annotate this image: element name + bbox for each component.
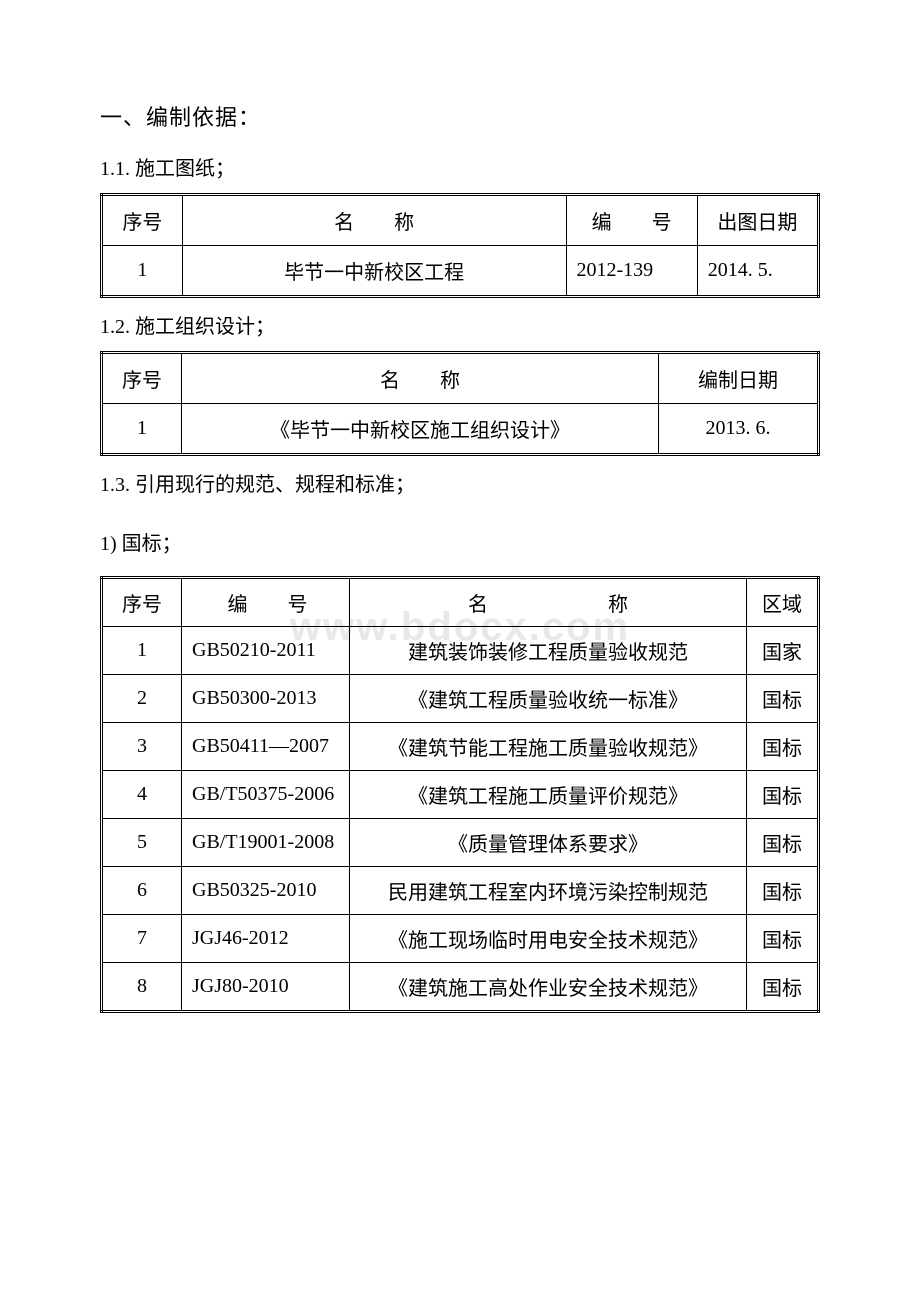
table-row: 5 GB/T19001-2008 《质量管理体系要求》 国标: [102, 819, 819, 867]
th-date: 编制日期: [659, 353, 819, 404]
cell-region: 国家: [747, 627, 819, 675]
cell-code: GB50411—2007: [182, 723, 350, 771]
table-row: 6 GB50325-2010 民用建筑工程室内环境污染控制规范 国标: [102, 867, 819, 915]
table-row: 3 GB50411—2007 《建筑节能工程施工质量验收规范》 国标: [102, 723, 819, 771]
section-1-3: 1.3. 引用现行的规范、规程和标准；: [100, 468, 820, 497]
table-row: 1 GB50210-2011 建筑装饰装修工程质量验收规范 国家: [102, 627, 819, 675]
th-date: 出图日期: [697, 195, 818, 246]
cell-code: GB50325-2010: [182, 867, 350, 915]
section-1-1: 1.1. 施工图纸；: [100, 152, 820, 181]
cell-date: 2014. 5.: [697, 246, 818, 297]
th-name: 名 称: [182, 353, 659, 404]
table-drawings: 序号 名 称 编 号 出图日期 1 毕节一中新校区工程 2012-139 201…: [100, 193, 820, 298]
cell-name: 《建筑工程质量验收统一标准》: [350, 675, 747, 723]
cell-code: GB50210-2011: [182, 627, 350, 675]
th-region: 区域: [747, 578, 819, 627]
th-code: 编 号: [182, 578, 350, 627]
document-content: 一、编制依据： 1.1. 施工图纸； 序号 名 称 编 号 出图日期 1 毕节一…: [100, 100, 820, 1013]
cell-name: 毕节一中新校区工程: [182, 246, 566, 297]
cell-region: 国标: [747, 723, 819, 771]
cell-seq: 1: [102, 627, 182, 675]
cell-code: GB/T50375-2006: [182, 771, 350, 819]
cell-name: 建筑装饰装修工程质量验收规范: [350, 627, 747, 675]
heading-1: 一、编制依据：: [100, 100, 820, 132]
cell-seq: 4: [102, 771, 182, 819]
table-standards: 序号 编 号 名 称 区域 1 GB50210-2011 建筑装饰装修工程质量验…: [100, 576, 820, 1013]
th-seq: 序号: [102, 353, 182, 404]
cell-code: 2012-139: [566, 246, 697, 297]
cell-name: 《建筑节能工程施工质量验收规范》: [350, 723, 747, 771]
table-row: 4 GB/T50375-2006 《建筑工程施工质量评价规范》 国标: [102, 771, 819, 819]
cell-region: 国标: [747, 867, 819, 915]
table-row: 1 毕节一中新校区工程 2012-139 2014. 5.: [102, 246, 819, 297]
cell-name: 《施工现场临时用电安全技术规范》: [350, 915, 747, 963]
table-header-row: 序号 名 称 编 号 出图日期: [102, 195, 819, 246]
cell-region: 国标: [747, 819, 819, 867]
cell-code: GB50300-2013: [182, 675, 350, 723]
table-row: 1 《毕节一中新校区施工组织设计》 2013. 6.: [102, 404, 819, 455]
section-1-2: 1.2. 施工组织设计；: [100, 310, 820, 339]
cell-name: 《毕节一中新校区施工组织设计》: [182, 404, 659, 455]
cell-seq: 7: [102, 915, 182, 963]
cell-seq: 5: [102, 819, 182, 867]
cell-name: 民用建筑工程室内环境污染控制规范: [350, 867, 747, 915]
table-design: 序号 名 称 编制日期 1 《毕节一中新校区施工组织设计》 2013. 6.: [100, 351, 820, 456]
cell-seq: 3: [102, 723, 182, 771]
cell-region: 国标: [747, 675, 819, 723]
cell-seq: 1: [102, 246, 183, 297]
cell-name: 《质量管理体系要求》: [350, 819, 747, 867]
cell-region: 国标: [747, 915, 819, 963]
th-seq: 序号: [102, 578, 182, 627]
table-row: 7 JGJ46-2012 《施工现场临时用电安全技术规范》 国标: [102, 915, 819, 963]
table-row: 8 JGJ80-2010 《建筑施工高处作业安全技术规范》 国标: [102, 963, 819, 1012]
table-header-row: 序号 名 称 编制日期: [102, 353, 819, 404]
cell-seq: 1: [102, 404, 182, 455]
cell-seq: 2: [102, 675, 182, 723]
cell-code: GB/T19001-2008: [182, 819, 350, 867]
th-name: 名 称: [182, 195, 566, 246]
cell-name: 《建筑施工高处作业安全技术规范》: [350, 963, 747, 1012]
cell-date: 2013. 6.: [659, 404, 819, 455]
table-row: 2 GB50300-2013 《建筑工程质量验收统一标准》 国标: [102, 675, 819, 723]
cell-region: 国标: [747, 963, 819, 1012]
cell-seq: 6: [102, 867, 182, 915]
th-name: 名 称: [350, 578, 747, 627]
th-code: 编 号: [566, 195, 697, 246]
cell-code: JGJ80-2010: [182, 963, 350, 1012]
table-header-row: 序号 编 号 名 称 区域: [102, 578, 819, 627]
th-seq: 序号: [102, 195, 183, 246]
cell-code: JGJ46-2012: [182, 915, 350, 963]
cell-name: 《建筑工程施工质量评价规范》: [350, 771, 747, 819]
section-1-3-1: 1) 国标；: [100, 527, 820, 556]
cell-region: 国标: [747, 771, 819, 819]
cell-seq: 8: [102, 963, 182, 1012]
